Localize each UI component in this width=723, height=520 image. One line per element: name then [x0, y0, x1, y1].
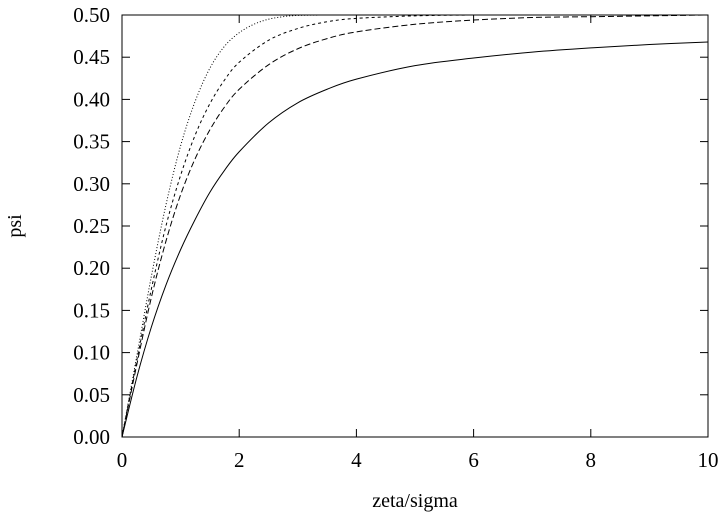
- x-tick-label: 0: [117, 448, 128, 472]
- series-line-3-short-dashed: [121, 14, 708, 438]
- plot-frame: [121, 14, 709, 438]
- y-tick-label: 0.00: [73, 425, 110, 449]
- tick-labels-layer: 0 2 4 6 8 10 0.00 0.05 0.10 0.15 0.20 0.25 0.30 0.35 0…: [73, 3, 718, 472]
- x-tick-label: 4: [351, 448, 362, 472]
- x-tick-label: 2: [234, 448, 245, 472]
- y-tick-label: 0.30: [73, 172, 110, 196]
- y-tick-label: 0.35: [73, 130, 110, 154]
- x-tick-label: 10: [698, 448, 719, 472]
- x-tick-label: 8: [586, 448, 597, 472]
- x-axis-label: zeta/sigma: [372, 490, 458, 512]
- y-tick-label: 0.15: [73, 298, 110, 322]
- y-tick-label: 0.40: [73, 87, 110, 111]
- series-line-4-dotted: [121, 14, 708, 438]
- y-tick-label: 0.25: [73, 214, 110, 238]
- y-tick-label: 0.10: [73, 341, 110, 365]
- series-line-1-solid: [121, 41, 709, 438]
- ticks-layer: [121, 14, 709, 438]
- y-tick-label: 0.50: [73, 3, 110, 27]
- y-axis-label: psi: [4, 214, 26, 238]
- series-line-2-dashed: [121, 14, 709, 438]
- y-tick-label: 0.05: [73, 383, 110, 407]
- y-tick-label: 0.45: [73, 45, 110, 69]
- series-layer: [121, 14, 709, 438]
- y-tick-label: 0.20: [73, 256, 110, 280]
- x-tick-label: 6: [468, 448, 479, 472]
